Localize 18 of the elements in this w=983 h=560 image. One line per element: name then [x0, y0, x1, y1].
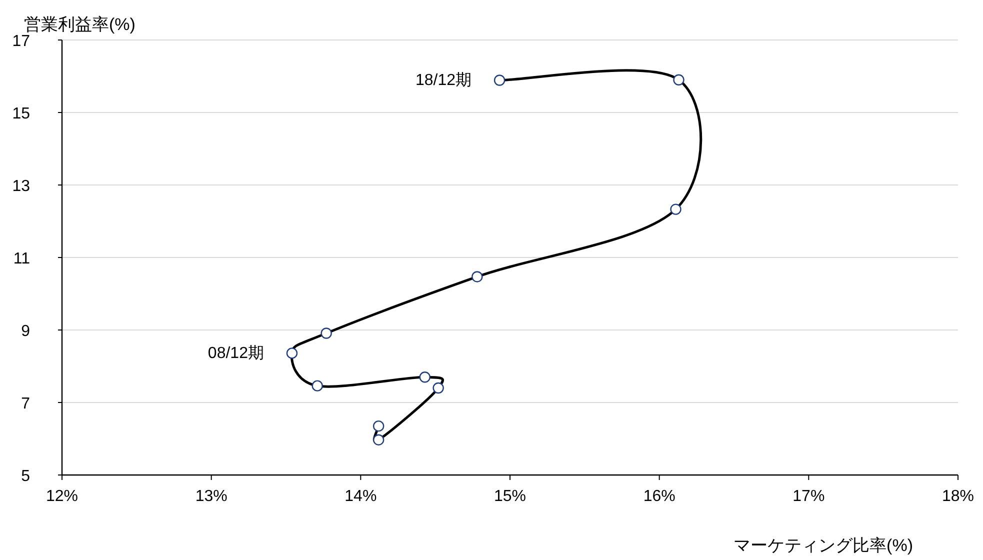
y-axis-title: 営業利益率(%)	[24, 15, 136, 34]
x-tick-label: 16%	[643, 488, 676, 505]
y-tick-label: 5	[21, 468, 30, 485]
x-tick-label: 14%	[344, 488, 377, 505]
y-tick-label: 15	[12, 106, 30, 122]
x-tick-label: 17%	[792, 488, 825, 505]
annotation: 18/12期	[416, 71, 472, 90]
annotation: 08/12期	[208, 344, 264, 362]
y-tick-label: 7	[21, 396, 30, 412]
x-tick-label: 18%	[942, 488, 974, 505]
x-tick-label: 15%	[494, 488, 526, 505]
y-tick-label: 9	[21, 323, 30, 340]
y-tick-label: 13	[12, 178, 30, 195]
x-tick-label: 12%	[46, 488, 78, 505]
y-tick-label: 17	[12, 33, 30, 50]
y-tick-label: 11	[13, 250, 30, 268]
x-axis-title: マーケティング比率(%)	[734, 536, 913, 555]
x-tick-label: 13%	[195, 488, 228, 505]
